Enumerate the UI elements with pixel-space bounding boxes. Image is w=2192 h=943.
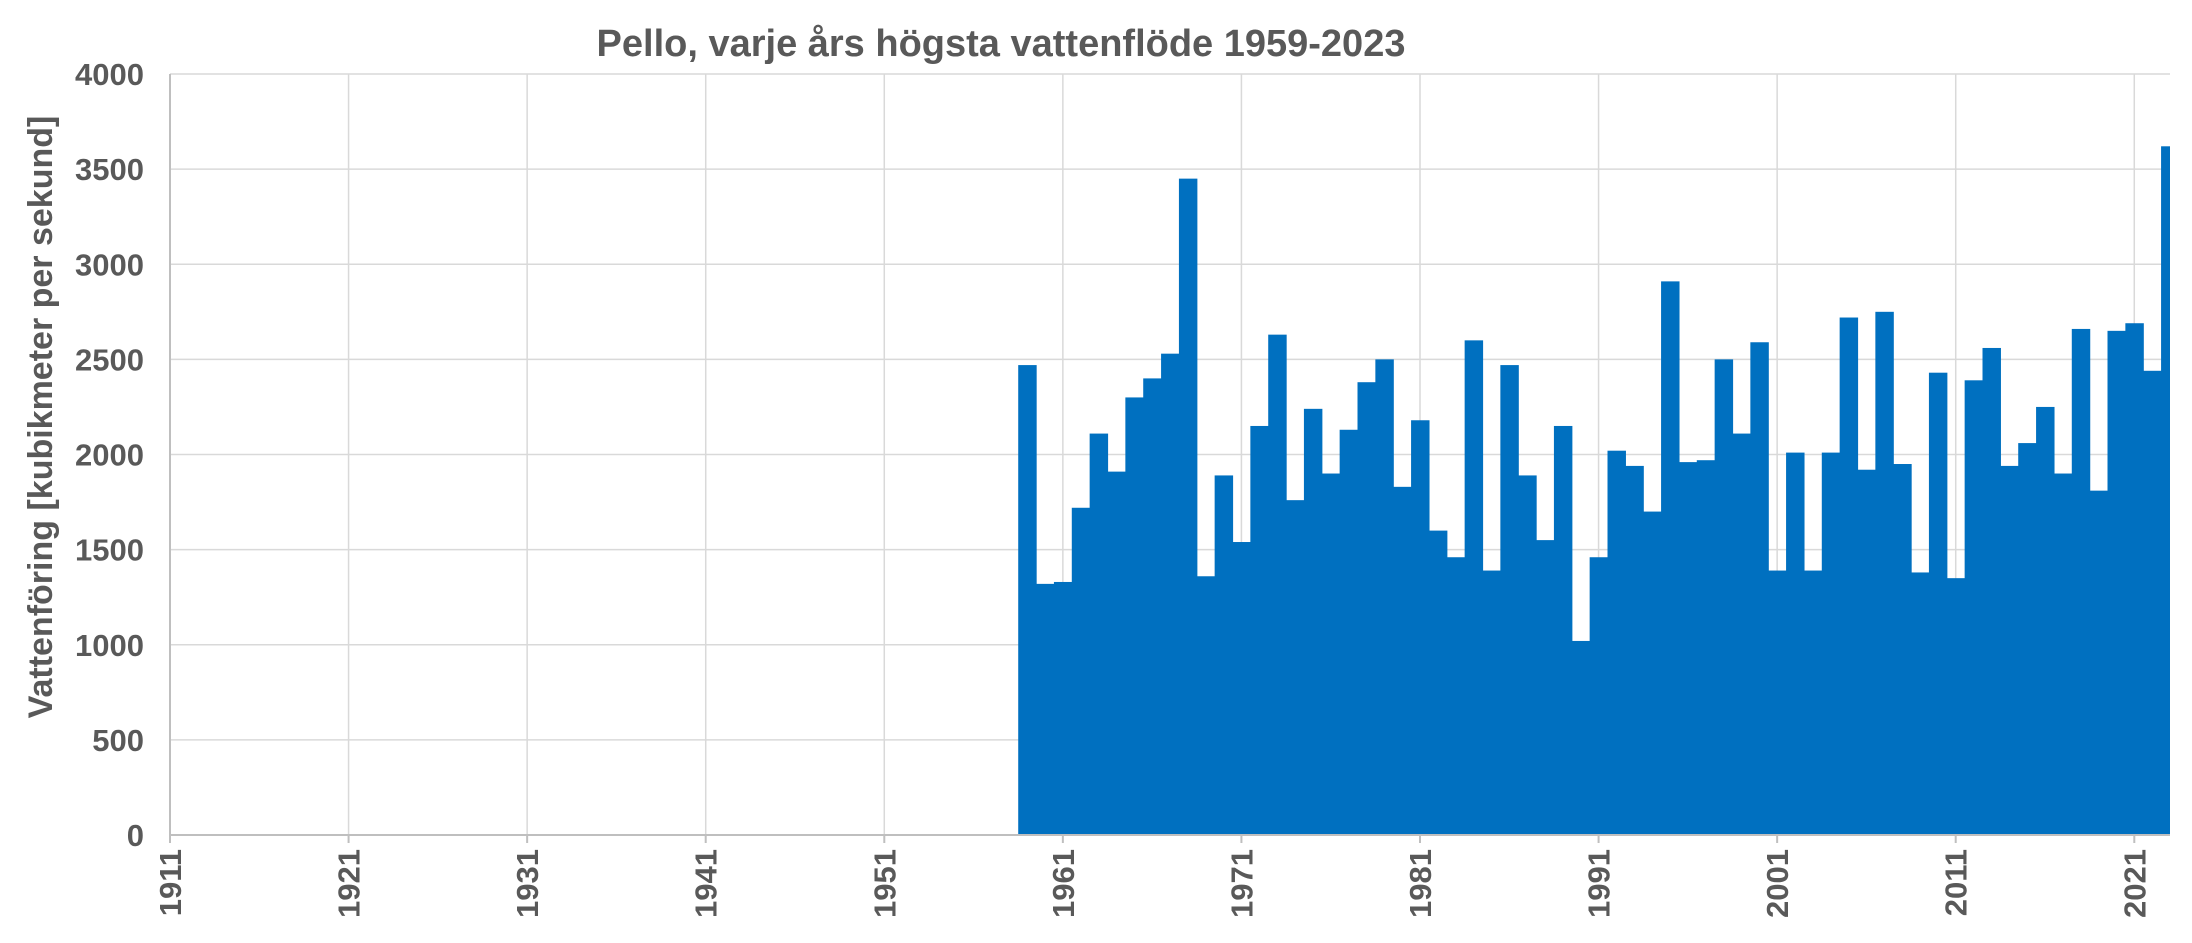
bar [1428, 530, 1448, 835]
bar [1321, 473, 1341, 835]
x-tick-label: 1971 [1224, 849, 1259, 918]
bar [1518, 475, 1537, 835]
bar [1571, 640, 1591, 835]
x-tick-labels: 1911 1921 1931 1941 1951 1961 1971 1981 1991 2001… [153, 849, 2152, 918]
bar [1982, 347, 2001, 835]
bar [1196, 576, 1216, 835]
bar [1036, 583, 1055, 835]
bar [2000, 465, 2019, 835]
y-tick-label: 500 [92, 723, 144, 758]
bar [1071, 507, 1091, 835]
bar [1803, 570, 1823, 835]
bar [2053, 473, 2073, 835]
bar [2036, 406, 2055, 835]
y-tick-label: 1500 [75, 533, 144, 568]
bar [2107, 330, 2126, 835]
bar [1661, 281, 1680, 835]
bar [1911, 572, 1930, 835]
y-tick-label: 2500 [75, 342, 144, 377]
bar [1857, 469, 1876, 835]
bar [1553, 425, 1573, 835]
bar [1125, 397, 1144, 835]
bar [1964, 380, 1984, 835]
bar [2089, 490, 2109, 835]
bar [1678, 462, 1698, 835]
bar [1821, 452, 1841, 835]
bar [1018, 365, 1037, 835]
x-tick-label: 1981 [1403, 849, 1438, 918]
bar [1928, 372, 1948, 835]
bar [1053, 581, 1073, 835]
bar [1589, 557, 1609, 835]
bar [1946, 578, 1966, 835]
x-tick-label: 1921 [332, 849, 367, 918]
bar [1339, 429, 1359, 835]
bar [2018, 443, 2037, 835]
bar [1232, 542, 1251, 835]
bar [2125, 323, 2144, 835]
x-tick-label: 1951 [867, 849, 902, 918]
bar [1839, 317, 1859, 835]
bar [1446, 557, 1466, 835]
y-tick-label: 2000 [75, 438, 144, 473]
bar [1482, 570, 1501, 835]
bar [1750, 342, 1769, 835]
axes [169, 74, 2170, 843]
y-tick-label: 4000 [75, 57, 144, 92]
bar [1464, 340, 1484, 835]
y-tick-label: 3500 [75, 152, 144, 187]
bar [1178, 178, 1198, 835]
bar [1786, 452, 1805, 835]
bar [1625, 465, 1644, 835]
bar [1536, 540, 1555, 835]
bar [1107, 471, 1126, 835]
bar-series [1018, 146, 2170, 836]
x-tick-label: 1911 [153, 849, 188, 916]
bar [1303, 408, 1323, 835]
y-tick-label: 1000 [75, 628, 144, 663]
x-tick-label: 2021 [2117, 849, 2152, 918]
bar [1875, 311, 1894, 835]
bar [1411, 420, 1430, 835]
bar [1768, 570, 1787, 835]
x-tick-label: 2001 [1760, 849, 1795, 918]
bar [1357, 382, 1376, 835]
bar [1250, 425, 1269, 835]
bar [1286, 500, 1305, 835]
x-tick-label: 1961 [1046, 849, 1081, 918]
y-tick-label: 3000 [75, 247, 144, 282]
bar [1607, 450, 1626, 835]
chart-title: Pello, varje års högsta vattenflöde 1959… [597, 23, 1406, 65]
bar [1143, 378, 1162, 835]
x-tick-label: 1931 [510, 849, 545, 918]
y-axis-label: Vattenföring [kubikmeter per sekund] [22, 116, 60, 719]
bar [1643, 511, 1662, 835]
y-tick-label: 0 [127, 818, 144, 853]
y-tick-labels: 0 500 1000 1500 2000 2500 3000 3500 4000 [75, 57, 144, 853]
bar [2071, 328, 2091, 835]
bar [1268, 334, 1287, 835]
x-tick-label: 2011 [1939, 849, 1974, 916]
bar [1393, 486, 1412, 835]
bar [2161, 146, 2170, 836]
bar [1214, 475, 1234, 835]
bar [1732, 433, 1751, 835]
x-tick-label: 1941 [689, 849, 724, 918]
bar [1714, 359, 1734, 835]
bar [1161, 353, 1180, 835]
bar [1089, 433, 1109, 835]
bar [1375, 359, 1394, 835]
x-tick-label: 1991 [1582, 849, 1617, 918]
bar [1893, 464, 1912, 835]
bar [2143, 370, 2162, 835]
bar [1500, 365, 1519, 835]
bar [1696, 460, 1716, 835]
